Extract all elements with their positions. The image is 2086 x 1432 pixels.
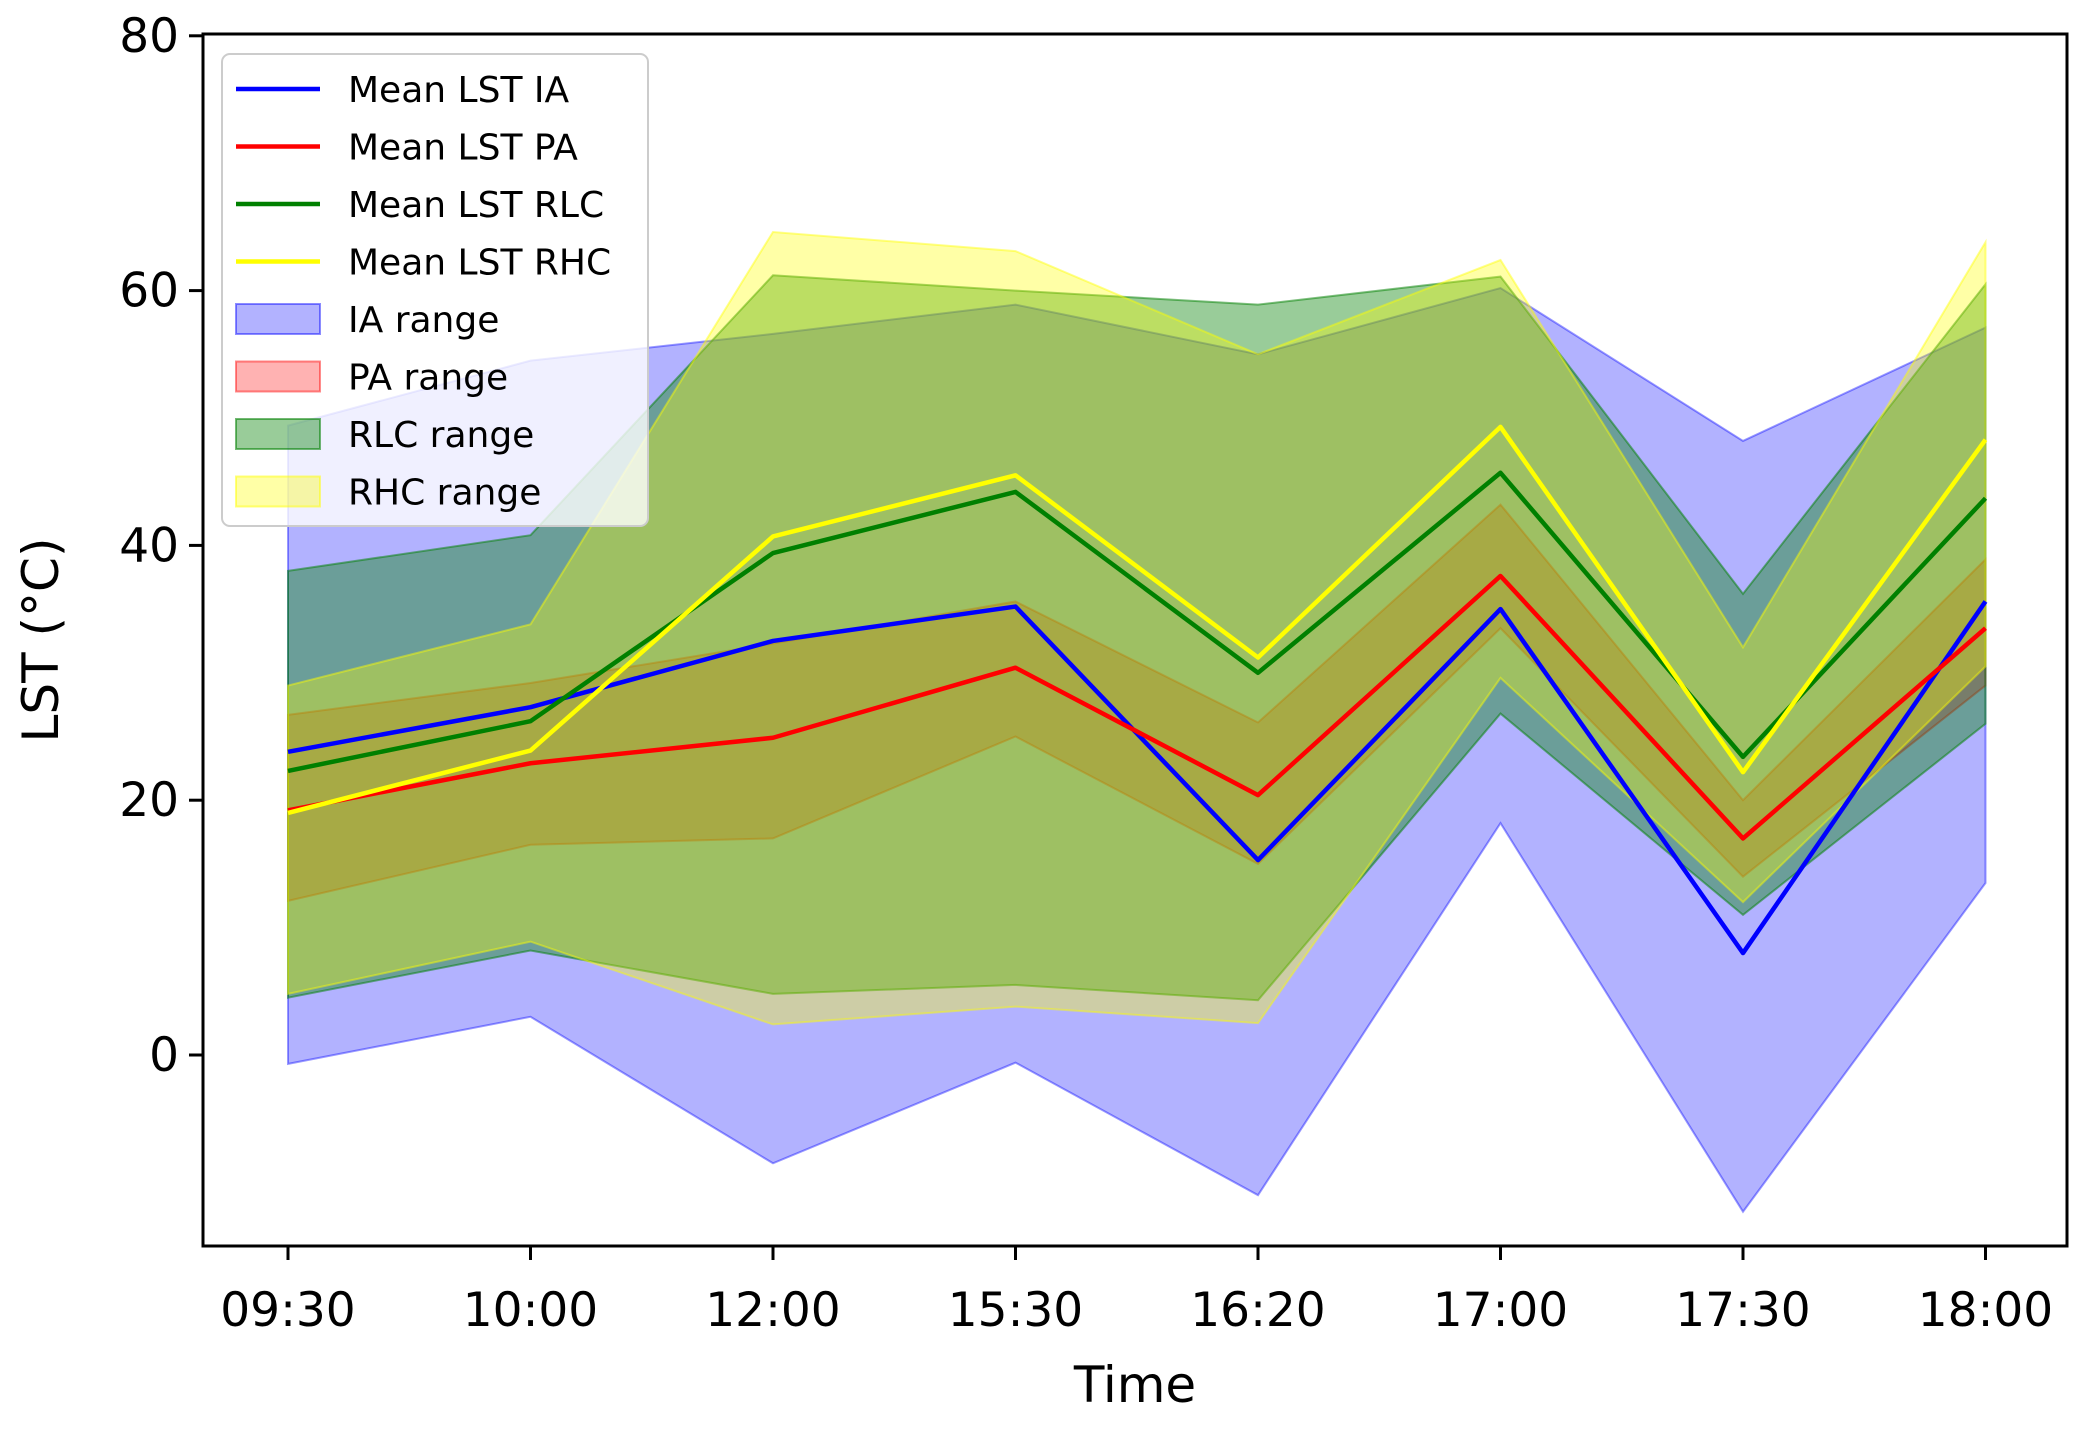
legend: Mean LST IA Mean LST PA Mean LST RLC Mean L…: [221, 53, 649, 527]
legend-label: Mean LST PA: [348, 128, 578, 169]
legend-label: Mean LST RHC: [348, 243, 611, 284]
x-tick-label: 17:30: [1675, 1283, 1810, 1338]
x-tick-label: 12:00: [705, 1283, 840, 1338]
x-axis-label: Time: [1073, 1356, 1196, 1414]
legend-swatch: [235, 303, 321, 335]
x-tick-label: 17:00: [1433, 1283, 1568, 1338]
y-tick-label: 0: [149, 1028, 179, 1083]
legend-label: PA range: [348, 358, 508, 399]
mean-line-3: [287, 424, 1988, 816]
range-band-0: [287, 286, 1987, 1214]
legend-label: RLC range: [348, 415, 534, 456]
x-tick-label: 16:20: [1190, 1283, 1325, 1338]
range-band-2: [287, 274, 1987, 1002]
range-bands: [287, 230, 1987, 1214]
legend-label: Mean LST RLC: [348, 185, 604, 226]
legend-label: IA range: [348, 300, 499, 341]
mean-line-1: [287, 573, 1987, 841]
x-tick-label: 09:30: [220, 1283, 355, 1338]
legend-swatch: [235, 360, 321, 393]
mean-lines: [287, 424, 1988, 956]
y-axis-label: LST (°C): [12, 538, 70, 743]
y-tick-label: 80: [119, 9, 179, 64]
plot-frame: [201, 32, 2069, 1248]
legend-label: Mean LST IA: [348, 70, 569, 111]
x-axis: 09:30 10:00 12:00 15:30 16:20 17:00 17:30 18:00: [220, 1246, 2053, 1338]
legend-label: RHC range: [348, 473, 541, 514]
mean-line-2: [287, 470, 1988, 774]
x-tick-label: 18:00: [1918, 1283, 2053, 1338]
y-tick-label: 40: [119, 518, 179, 573]
y-axis: 0 20 40 60 80: [119, 9, 203, 1083]
legend-swatch: [235, 475, 321, 508]
legend-box: [221, 53, 649, 527]
x-tick-label: 10:00: [463, 1283, 598, 1338]
legend-swatch: [235, 418, 321, 450]
range-band-3: [287, 230, 1987, 1026]
x-tick-label: 15:30: [948, 1283, 1083, 1338]
y-tick-label: 20: [119, 773, 179, 828]
y-tick-label: 60: [119, 264, 179, 319]
